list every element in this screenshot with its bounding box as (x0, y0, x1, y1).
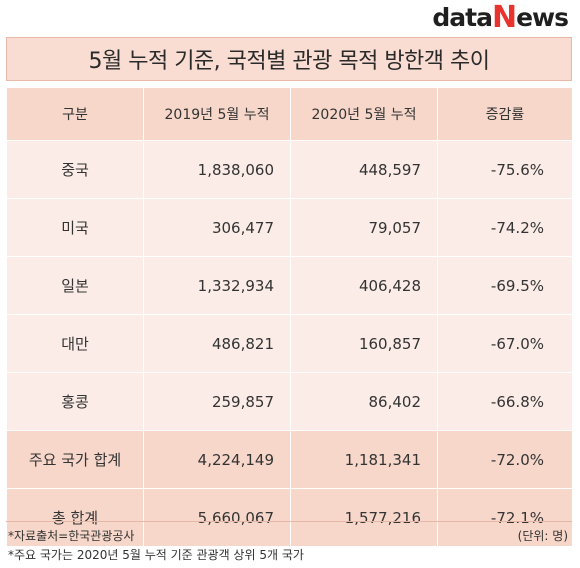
visitor-table: 구분 2019년 5월 누적 2020년 5월 누적 증감률 중국 1,838,… (6, 87, 573, 547)
logo-text-data: data (432, 3, 493, 32)
row-2019-value: 4,224,149 (143, 430, 291, 489)
table-row: 일본 1,332,934 406,428 -69.5% (6, 256, 573, 315)
unit-label: (단위: 명) (517, 529, 568, 543)
row-2019-value: 1,838,060 (143, 140, 291, 199)
logo-text-ews: ews (516, 3, 569, 32)
row-2020-value: 406,428 (290, 256, 438, 315)
row-rate: -74.2% (437, 198, 573, 257)
row-2019-value: 5,660,067 (143, 488, 291, 547)
criteria-footnote: *주요 국가는 2020년 5월 누적 기준 관광객 상위 5개 국가 (8, 548, 304, 562)
row-label: 일본 (6, 256, 144, 315)
row-2020-value: 448,597 (290, 140, 438, 199)
row-label: 중국 (6, 140, 144, 199)
table-row: 중국 1,838,060 448,597 -75.6% (6, 140, 573, 199)
table-row: 홍콩 259,857 86,402 -66.8% (6, 372, 573, 431)
row-label: 주요 국가 합계 (6, 430, 144, 489)
table-row-total: 총 합계 5,660,067 1,577,216 -72.1% (6, 488, 573, 547)
table-header-row: 구분 2019년 5월 누적 2020년 5월 누적 증감률 (6, 87, 573, 141)
table-row: 미국 306,477 79,057 -74.2% (6, 198, 573, 257)
table-row: 대만 486,821 160,857 -67.0% (6, 314, 573, 373)
row-2020-value: 1,577,216 (290, 488, 438, 547)
header-rate: 증감률 (437, 87, 573, 141)
row-rate: -72.0% (437, 430, 573, 489)
row-2019-value: 306,477 (143, 198, 291, 257)
row-rate: -72.1% (437, 488, 573, 547)
row-label: 미국 (6, 198, 144, 257)
row-label: 총 합계 (6, 488, 144, 547)
row-2020-value: 79,057 (290, 198, 438, 257)
row-2020-value: 160,857 (290, 314, 438, 373)
row-2019-value: 1,332,934 (143, 256, 291, 315)
row-rate: -75.6% (437, 140, 573, 199)
table-bottom-divider (6, 521, 572, 522)
header-2019: 2019년 5월 누적 (143, 87, 291, 141)
row-2020-value: 86,402 (290, 372, 438, 431)
row-2019-value: 259,857 (143, 372, 291, 431)
source-footnote: *자료출처=한국관광공사 (8, 529, 135, 543)
title-banner: 5월 누적 기준, 국적별 관광 목적 방한객 추이 (6, 37, 572, 81)
row-label: 홍콩 (6, 372, 144, 431)
row-rate: -69.5% (437, 256, 573, 315)
header-2020: 2020년 5월 누적 (290, 87, 438, 141)
page-title: 5월 누적 기준, 국적별 관광 목적 방한객 추이 (88, 49, 490, 74)
header-category: 구분 (6, 87, 144, 141)
row-2020-value: 1,181,341 (290, 430, 438, 489)
row-rate: -67.0% (437, 314, 573, 373)
row-rate: -66.8% (437, 372, 573, 431)
row-2019-value: 486,821 (143, 314, 291, 373)
table-row-summary: 주요 국가 합계 4,224,149 1,181,341 -72.0% (6, 430, 573, 489)
logo-text-n: N (491, 0, 517, 35)
row-label: 대만 (6, 314, 144, 373)
